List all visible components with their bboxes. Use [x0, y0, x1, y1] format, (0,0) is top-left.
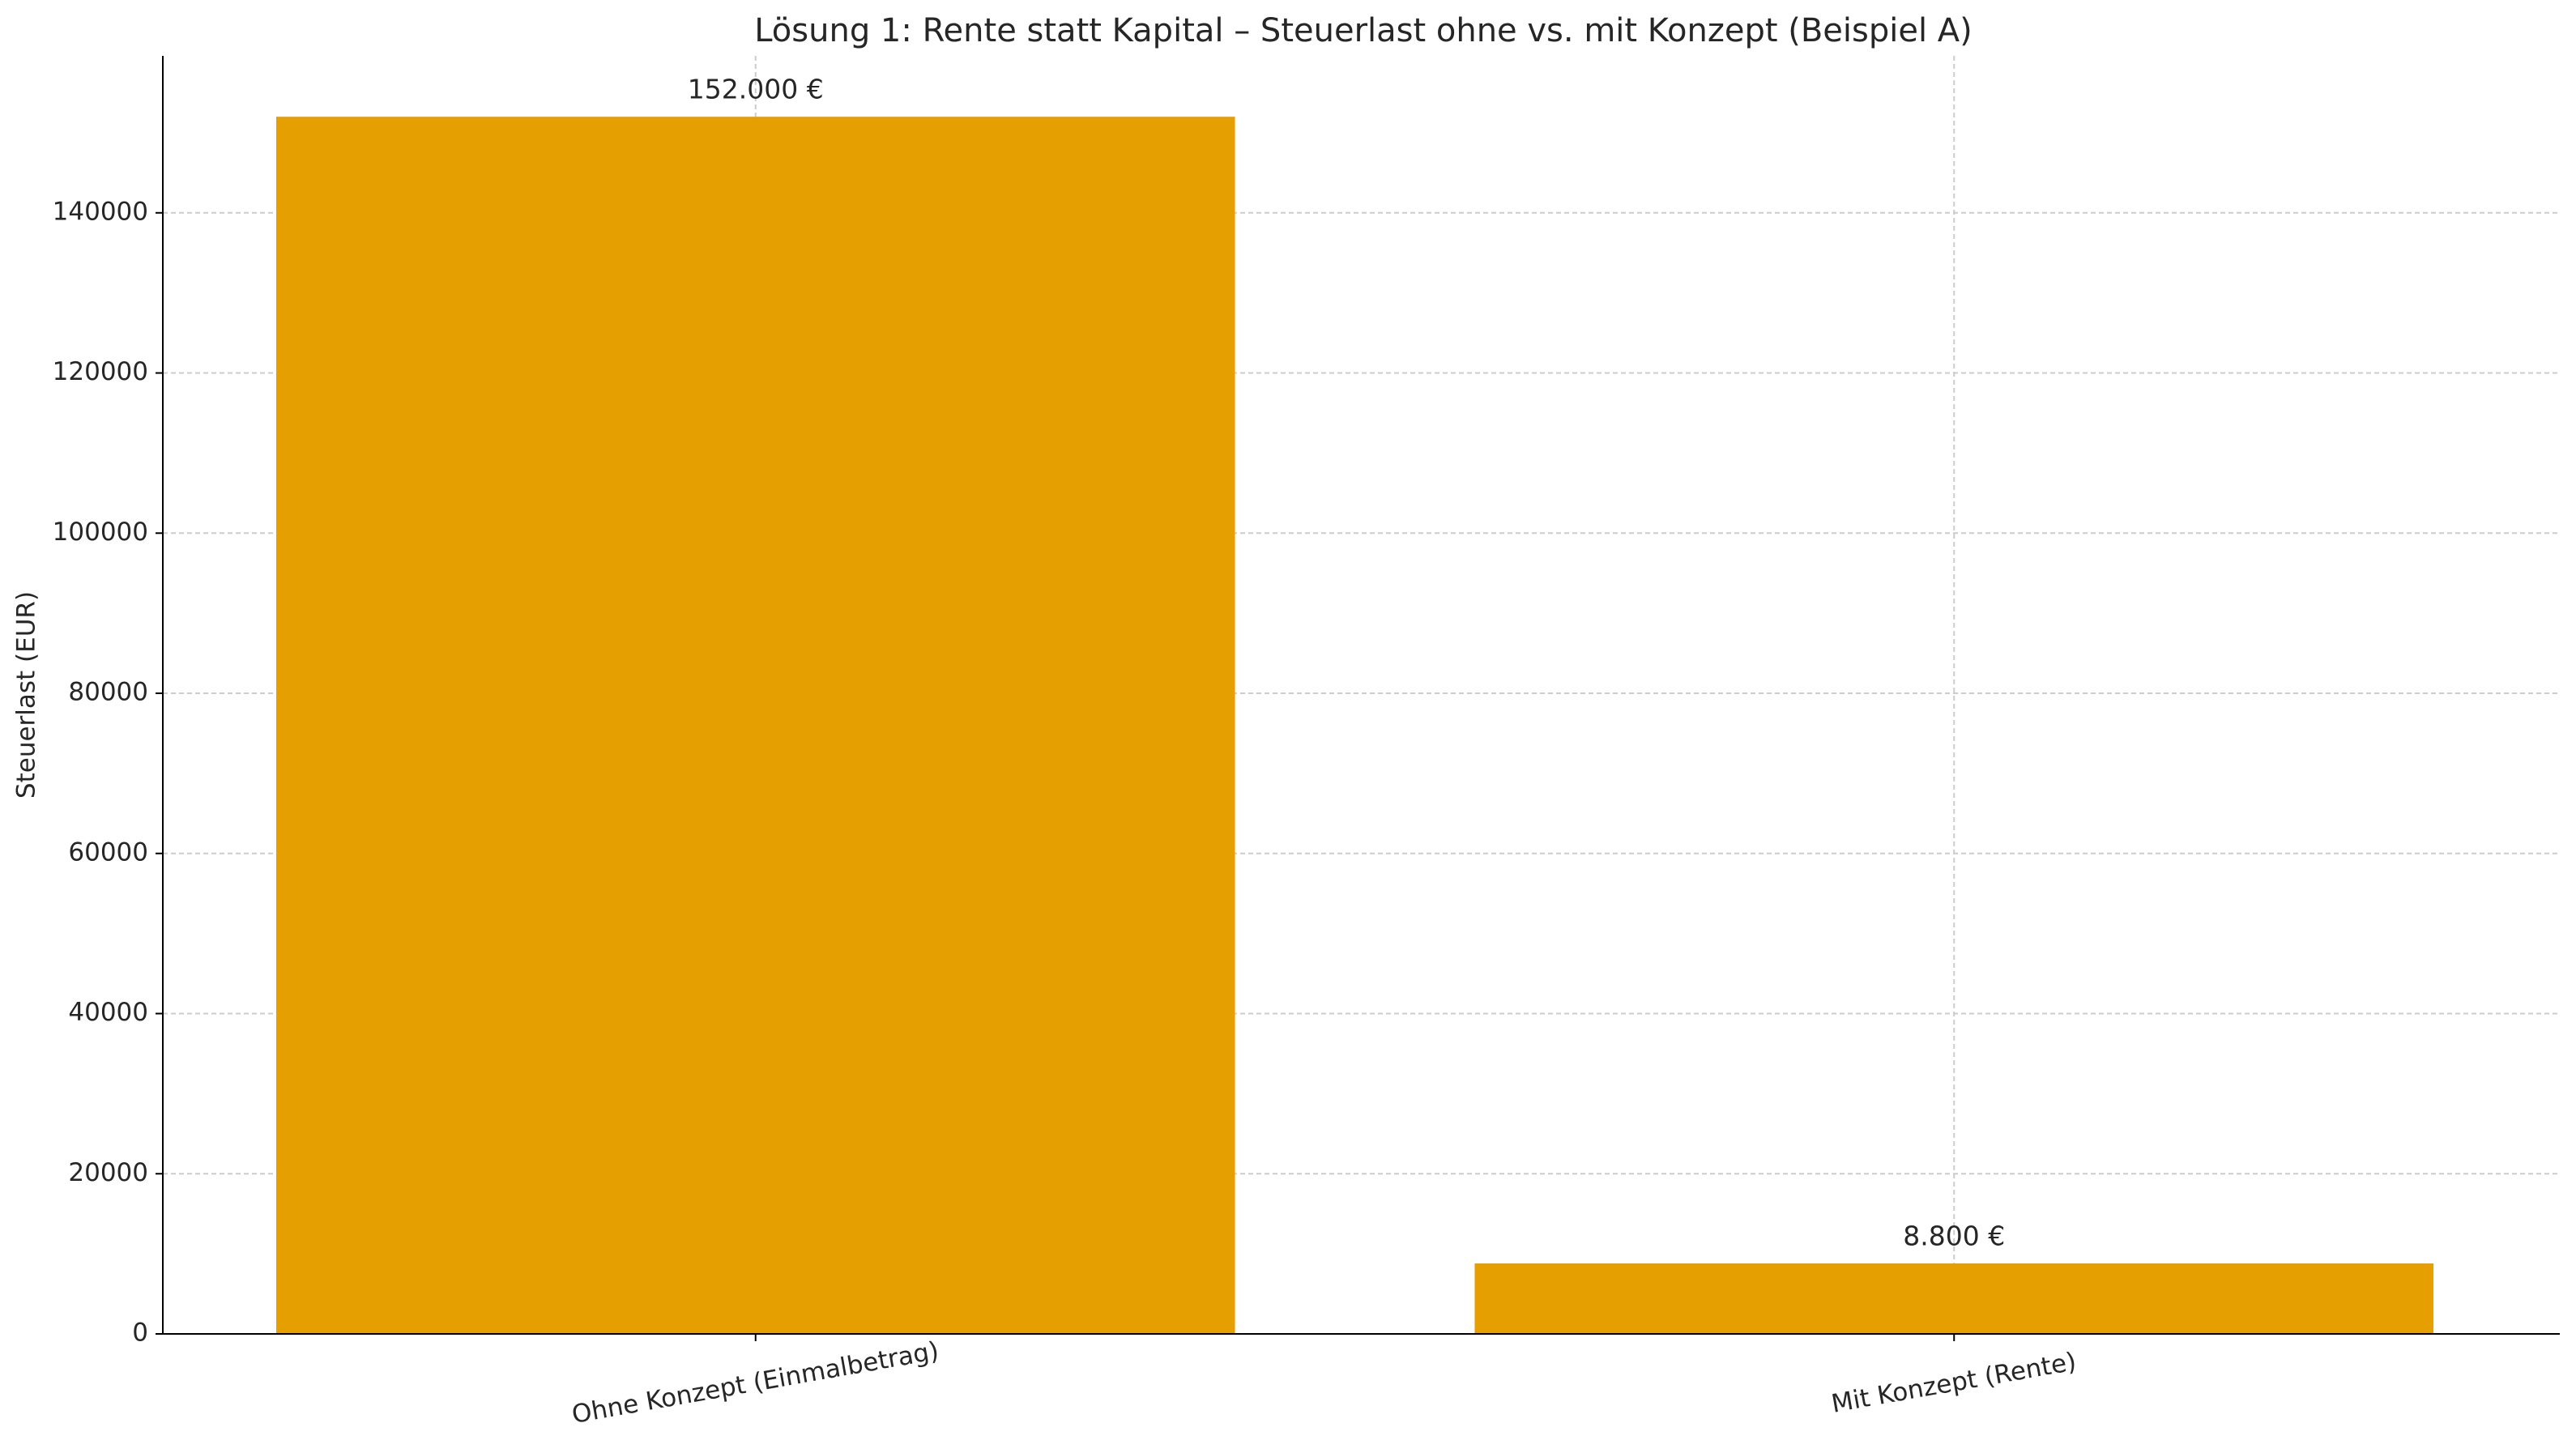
y-tick-label: 80000: [68, 678, 148, 707]
y-tick-label: 120000: [53, 357, 148, 386]
y-tick-label: 0: [132, 1319, 148, 1348]
y-tick-label: 100000: [53, 518, 148, 547]
y-tick-label: 60000: [68, 837, 148, 867]
bar: [275, 117, 1235, 1335]
x-tick-label: Ohne Konzept (Einmalbetrag): [569, 1336, 940, 1429]
y-tick-label: 140000: [53, 197, 148, 226]
bar: [1474, 1263, 2434, 1334]
y-tick-label: 20000: [68, 1158, 148, 1187]
x-tick-label: Mit Konzept (Rente): [1829, 1347, 2079, 1419]
y-tick-label: 40000: [68, 998, 148, 1027]
value-label: 8.800 €: [1903, 1220, 2005, 1251]
value-label: 152.000 €: [688, 74, 824, 105]
chart-title: Lösung 1: Rente statt Kapital – Steuerla…: [754, 12, 1973, 49]
y-axis-label: Steuerlast (EUR): [12, 591, 41, 799]
